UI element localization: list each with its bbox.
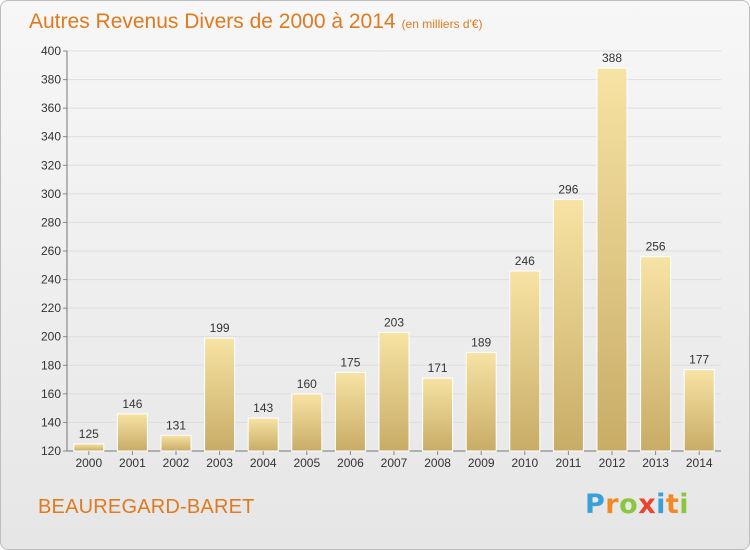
x-tick-label: 2006 — [337, 456, 364, 470]
x-tick-label: 2002 — [163, 456, 190, 470]
bar-value-label: 388 — [602, 51, 622, 65]
bar-value-label: 131 — [166, 418, 186, 432]
y-tick-label: 180 — [41, 358, 61, 372]
x-tick-label: 2008 — [424, 456, 451, 470]
y-tick-label: 360 — [41, 101, 61, 115]
y-tick-label: 340 — [41, 130, 61, 144]
bar-value-label: 203 — [384, 315, 404, 329]
bar-value-label: 246 — [515, 254, 535, 268]
bar — [204, 337, 236, 452]
bar-value-label: 189 — [471, 335, 491, 349]
bar-value-label: 256 — [646, 240, 666, 254]
logo-letter: o — [619, 489, 639, 520]
bar — [596, 67, 628, 452]
bar — [334, 371, 366, 452]
bar-value-label: 175 — [340, 355, 360, 369]
x-tick-label: 2000 — [75, 456, 102, 470]
bar — [247, 417, 279, 452]
bar — [422, 377, 454, 452]
logo-letter: t — [665, 489, 680, 520]
bar-value-label: 125 — [79, 427, 99, 441]
proxiti-logo: Proxiti — [585, 489, 689, 520]
bar-value-label: 143 — [253, 401, 273, 415]
y-tick-label: 220 — [41, 301, 61, 315]
x-tick-label: 2009 — [468, 456, 495, 470]
x-tick-label: 2005 — [293, 456, 320, 470]
bar — [378, 331, 410, 452]
x-tick-label: 2011 — [555, 456, 581, 470]
logo-letter: i — [679, 489, 690, 520]
y-tick-label: 300 — [41, 187, 61, 201]
bar-value-label: 146 — [122, 397, 142, 411]
chart-title-text: Autres Revenus Divers de 2000 à 2014 — [29, 10, 396, 33]
bar — [640, 256, 672, 452]
y-tick-label: 200 — [41, 330, 61, 344]
logo-letter: i — [656, 489, 666, 520]
chart-title: Autres Revenus Divers de 2000 à 2014 (en … — [29, 10, 483, 34]
bar-value-label: 160 — [297, 377, 317, 391]
bar — [465, 351, 497, 452]
x-tick-label: 2007 — [381, 456, 408, 470]
x-tick-label: 2013 — [642, 456, 669, 470]
bar — [509, 270, 541, 452]
bar — [73, 443, 105, 452]
x-tick-label: 2001 — [119, 456, 146, 470]
y-tick-label: 160 — [41, 387, 61, 401]
y-tick-label: 260 — [41, 244, 61, 258]
y-tick-label: 240 — [41, 273, 61, 287]
x-tick-label: 2003 — [206, 456, 233, 470]
x-tick-label: 2014 — [686, 456, 713, 470]
bar-value-label: 296 — [558, 183, 578, 197]
bar-value-label: 177 — [689, 353, 709, 367]
bar-value-label: 171 — [428, 361, 448, 375]
bar — [160, 434, 192, 452]
y-tick-label: 320 — [41, 158, 61, 172]
x-tick-label: 2010 — [511, 456, 538, 470]
bar — [683, 369, 715, 452]
bar — [552, 199, 584, 452]
logo-letter: r — [605, 489, 620, 520]
bar-value-label: 199 — [210, 321, 230, 335]
y-tick-label: 380 — [41, 73, 61, 87]
x-tick-label: 2012 — [599, 456, 626, 470]
y-tick-label: 120 — [41, 444, 61, 458]
y-tick-label: 140 — [41, 415, 61, 429]
x-tick-label: 2004 — [250, 456, 277, 470]
y-tick-label: 280 — [41, 215, 61, 229]
bar — [291, 393, 323, 452]
city-name: BEAUREGARD-BARET — [38, 496, 255, 518]
chart-unit: (en milliers d'€) — [401, 17, 483, 31]
bar — [116, 413, 148, 452]
logo-letter: x — [638, 489, 657, 520]
logo-letter: P — [585, 489, 606, 520]
y-tick-label: 400 — [41, 44, 61, 58]
